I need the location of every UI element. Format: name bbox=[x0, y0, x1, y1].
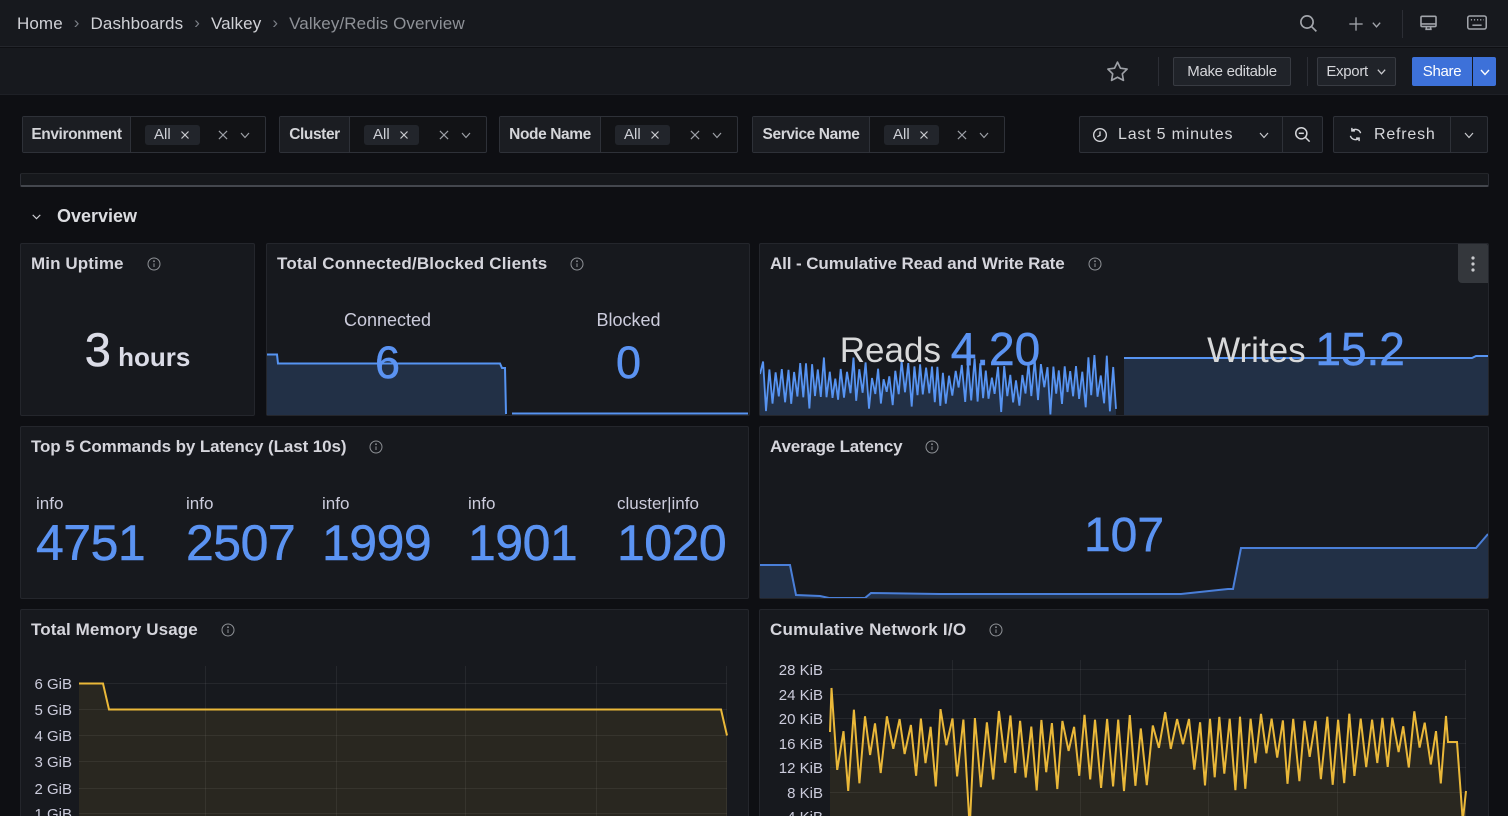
svg-text:12 KiB: 12 KiB bbox=[779, 760, 823, 777]
svg-text:16 KiB: 16 KiB bbox=[779, 736, 823, 753]
svg-text:5 GiB: 5 GiB bbox=[34, 702, 72, 719]
svg-text:6 GiB: 6 GiB bbox=[34, 676, 72, 693]
svg-text:4 KiB: 4 KiB bbox=[787, 809, 823, 816]
svg-text:3 GiB: 3 GiB bbox=[34, 754, 72, 771]
svg-text:1 GiB: 1 GiB bbox=[34, 806, 72, 816]
svg-text:20 KiB: 20 KiB bbox=[779, 711, 823, 728]
svg-text:4 GiB: 4 GiB bbox=[34, 728, 72, 745]
svg-text:28 KiB: 28 KiB bbox=[779, 662, 823, 679]
svg-text:2 GiB: 2 GiB bbox=[34, 781, 72, 798]
svg-text:24 KiB: 24 KiB bbox=[779, 687, 823, 704]
svg-text:8 KiB: 8 KiB bbox=[787, 785, 823, 802]
